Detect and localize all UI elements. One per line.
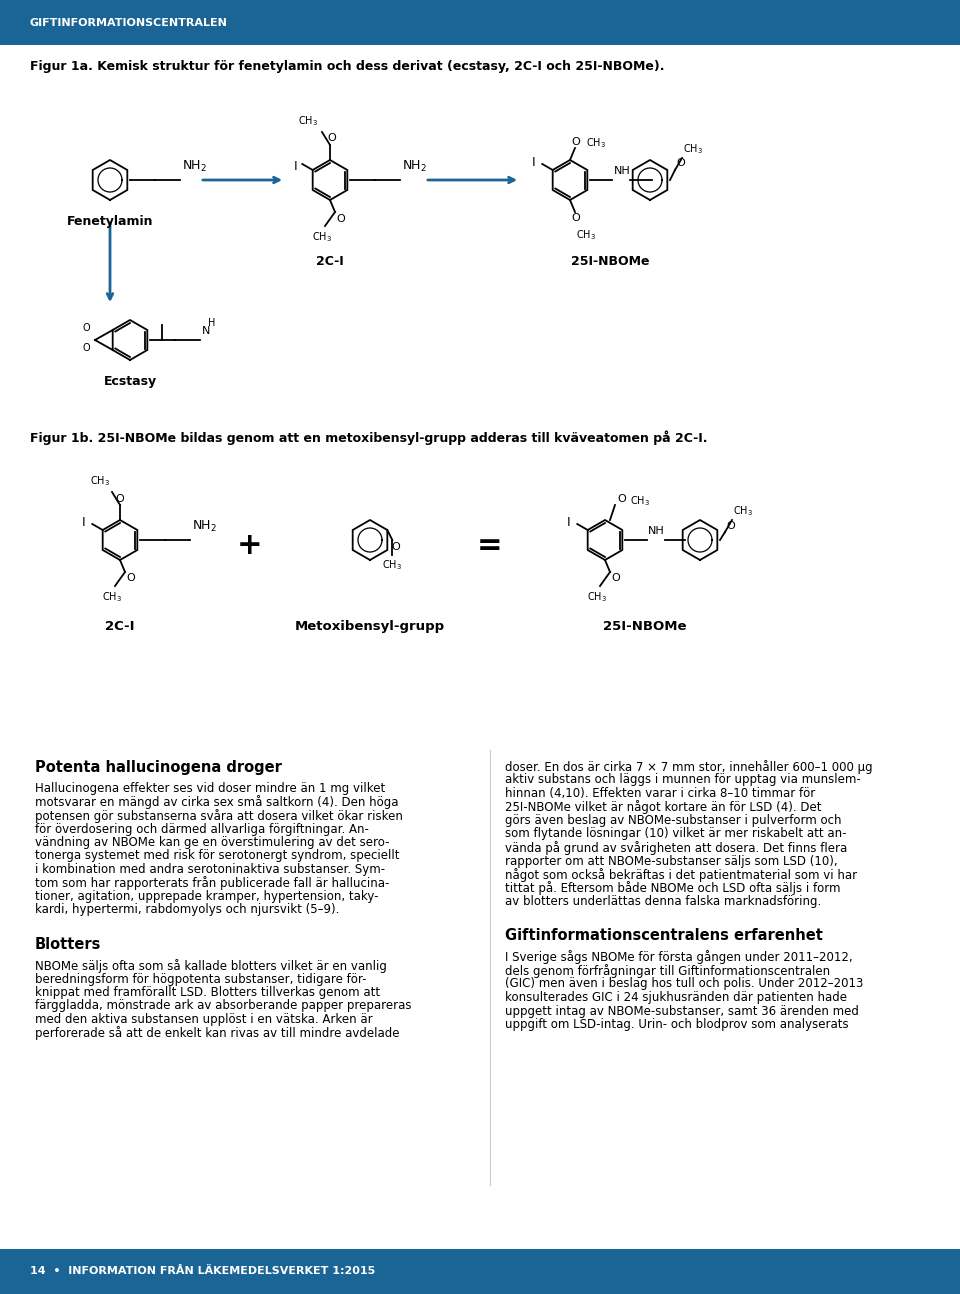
Text: görs även beslag av NBOMe-substanser i pulverform och: görs även beslag av NBOMe-substanser i p… bbox=[505, 814, 842, 827]
Text: 2C-I: 2C-I bbox=[316, 255, 344, 268]
Text: aktiv substans och läggs i munnen för upptag via munslem-: aktiv substans och läggs i munnen för up… bbox=[505, 774, 861, 787]
Text: CH$_3$: CH$_3$ bbox=[312, 230, 332, 243]
Text: beredningsform för högpotenta substanser, tidigare för-: beredningsform för högpotenta substanser… bbox=[35, 973, 367, 986]
Text: O: O bbox=[336, 214, 345, 224]
Text: 2C-I: 2C-I bbox=[106, 620, 134, 633]
Text: H: H bbox=[208, 318, 215, 327]
Text: I: I bbox=[82, 516, 85, 529]
Text: CH$_3$: CH$_3$ bbox=[586, 136, 606, 150]
Text: CH$_3$: CH$_3$ bbox=[587, 590, 607, 604]
Text: färggladda, mönstrade ark av absorberande papper prepareras: färggladda, mönstrade ark av absorberand… bbox=[35, 999, 412, 1012]
Text: GIFTINFORMATIONSCENTRALEN: GIFTINFORMATIONSCENTRALEN bbox=[30, 18, 228, 27]
Text: tittat på. Eftersom både NBOMe och LSD ofta säljs i form: tittat på. Eftersom både NBOMe och LSD o… bbox=[505, 881, 841, 895]
Text: NH: NH bbox=[648, 525, 664, 536]
Text: CH$_3$: CH$_3$ bbox=[382, 558, 402, 572]
Text: perforerade så att de enkelt kan rivas av till mindre avdelade: perforerade så att de enkelt kan rivas a… bbox=[35, 1026, 399, 1040]
Text: I Sverige sågs NBOMe för första gången under 2011–2012,: I Sverige sågs NBOMe för första gången u… bbox=[505, 951, 852, 964]
Text: NH: NH bbox=[614, 166, 631, 176]
Text: O: O bbox=[571, 137, 581, 148]
Text: O: O bbox=[617, 494, 626, 503]
Text: O: O bbox=[83, 324, 90, 333]
Text: kardi, hypertermi, rabdomyolys och njursvikt (5–9).: kardi, hypertermi, rabdomyolys och njurs… bbox=[35, 903, 340, 916]
Text: knippat med framförallt LSD. Blotters tillverkas genom att: knippat med framförallt LSD. Blotters ti… bbox=[35, 986, 380, 999]
Text: vändning av NBOMe kan ge en överstimulering av det sero-: vändning av NBOMe kan ge en överstimuler… bbox=[35, 836, 390, 849]
Text: CH$_3$: CH$_3$ bbox=[298, 114, 318, 128]
Text: potensen gör substanserna svåra att dosera vilket ökar risken: potensen gör substanserna svåra att dose… bbox=[35, 809, 403, 823]
Text: motsvarar en mängd av cirka sex små saltkorn (4). Den höga: motsvarar en mängd av cirka sex små salt… bbox=[35, 796, 398, 810]
Text: doser. En dos är cirka 7 × 7 mm stor, innehåller 600–1 000 μg: doser. En dos är cirka 7 × 7 mm stor, in… bbox=[505, 760, 873, 774]
Text: för överdosering och därmed allvarliga förgiftningar. An-: för överdosering och därmed allvarliga f… bbox=[35, 823, 369, 836]
Text: hinnan (4,10). Effekten varar i cirka 8–10 timmar för: hinnan (4,10). Effekten varar i cirka 8–… bbox=[505, 787, 815, 800]
Text: Figur 1a. Kemisk struktur för fenetylamin och dess derivat (ecstasy, 2C-I och 25: Figur 1a. Kemisk struktur för fenetylami… bbox=[30, 60, 664, 72]
Bar bbox=[0, 0, 960, 45]
Text: rapporter om att NBOMe-substanser säljs som LSD (10),: rapporter om att NBOMe-substanser säljs … bbox=[505, 854, 838, 867]
Text: O: O bbox=[571, 214, 581, 223]
Text: =: = bbox=[477, 531, 503, 559]
Text: CH$_3$: CH$_3$ bbox=[683, 142, 703, 157]
Text: CH$_3$: CH$_3$ bbox=[90, 474, 110, 488]
Text: 25I-NBOMe: 25I-NBOMe bbox=[571, 255, 649, 268]
Text: något som också bekräftas i det patientmaterial som vi har: något som också bekräftas i det patientm… bbox=[505, 868, 857, 883]
Text: vända på grund av svårigheten att dosera. Det finns flera: vända på grund av svårigheten att dosera… bbox=[505, 841, 848, 855]
Text: tom som har rapporterats från publicerade fall är hallucina-: tom som har rapporterats från publicerad… bbox=[35, 876, 390, 890]
Text: Giftinformationscentralens erfarenhet: Giftinformationscentralens erfarenhet bbox=[505, 929, 823, 943]
Text: Potenta hallucinogena droger: Potenta hallucinogena droger bbox=[35, 760, 282, 775]
Text: CH$_3$: CH$_3$ bbox=[733, 505, 753, 518]
Text: med den aktiva substansen upplöst i en vätska. Arken är: med den aktiva substansen upplöst i en v… bbox=[35, 1013, 372, 1026]
Text: O: O bbox=[726, 521, 734, 531]
Text: O: O bbox=[83, 343, 90, 353]
Text: I: I bbox=[532, 157, 536, 170]
Text: uppgett intag av NBOMe-substanser, samt 36 ärenden med: uppgett intag av NBOMe-substanser, samt … bbox=[505, 1004, 859, 1017]
Text: O: O bbox=[115, 494, 125, 503]
Text: Hallucinogena effekter ses vid doser mindre än 1 mg vilket: Hallucinogena effekter ses vid doser min… bbox=[35, 782, 385, 795]
Text: 25I-NBOMe: 25I-NBOMe bbox=[603, 620, 686, 633]
Text: tonerga systemet med risk för serotonergt syndrom, speciellt: tonerga systemet med risk för serotonerg… bbox=[35, 849, 399, 863]
Text: CH$_3$: CH$_3$ bbox=[102, 590, 122, 604]
Text: CH$_3$: CH$_3$ bbox=[630, 494, 650, 509]
Text: I: I bbox=[294, 160, 298, 173]
Text: Figur 1b. 25I-NBOMe bildas genom att en metoxibensyl-grupp adderas till kväveato: Figur 1b. 25I-NBOMe bildas genom att en … bbox=[30, 430, 708, 445]
Text: av blotters underlättas denna falska marknadsföring.: av blotters underlättas denna falska mar… bbox=[505, 895, 821, 908]
Text: NH$_2$: NH$_2$ bbox=[402, 159, 427, 173]
Text: i kombination med andra serotoninaktiva substanser. Sym-: i kombination med andra serotoninaktiva … bbox=[35, 863, 385, 876]
Text: Metoxibensyl-grupp: Metoxibensyl-grupp bbox=[295, 620, 445, 633]
Text: NH$_2$: NH$_2$ bbox=[192, 519, 217, 534]
Text: 25I-NBOMe vilket är något kortare än för LSD (4). Det: 25I-NBOMe vilket är något kortare än för… bbox=[505, 801, 822, 814]
Text: som flytande lösningar (10) vilket är mer riskabelt att an-: som flytande lösningar (10) vilket är me… bbox=[505, 827, 847, 841]
Text: O: O bbox=[676, 158, 684, 168]
Text: O: O bbox=[611, 573, 620, 584]
Text: +: + bbox=[237, 531, 263, 559]
Text: CH$_3$: CH$_3$ bbox=[576, 228, 596, 242]
Text: uppgift om LSD-intag. Urin- och blodprov som analyserats: uppgift om LSD-intag. Urin- och blodprov… bbox=[505, 1018, 849, 1031]
Text: N: N bbox=[202, 326, 210, 336]
Text: dels genom förfrågningar till Giftinformationscentralen: dels genom förfrågningar till Giftinform… bbox=[505, 964, 830, 978]
Text: O: O bbox=[392, 542, 400, 553]
Text: Ecstasy: Ecstasy bbox=[104, 375, 156, 388]
Text: I: I bbox=[567, 516, 570, 529]
Text: NH$_2$: NH$_2$ bbox=[182, 159, 207, 173]
Bar bbox=[0, 1249, 960, 1294]
Text: konsulterades GIC i 24 sjukhusränden där patienten hade: konsulterades GIC i 24 sjukhusränden där… bbox=[505, 991, 847, 1004]
Text: 14  •  INFORMATION FRÅN LÄKEMEDELSVERKET 1:2015: 14 • INFORMATION FRÅN LÄKEMEDELSVERKET 1… bbox=[30, 1267, 375, 1276]
Text: O: O bbox=[327, 133, 336, 144]
Text: tioner, agitation, upprepade kramper, hypertension, taky-: tioner, agitation, upprepade kramper, hy… bbox=[35, 890, 378, 903]
Text: Fenetylamin: Fenetylamin bbox=[67, 215, 154, 228]
Text: Blotters: Blotters bbox=[35, 937, 102, 952]
Text: O: O bbox=[126, 573, 134, 584]
Text: (GIC) men även i beslag hos tull och polis. Under 2012–2013: (GIC) men även i beslag hos tull och pol… bbox=[505, 977, 863, 990]
Text: NBOMe säljs ofta som så kallade blotters vilket är en vanlig: NBOMe säljs ofta som så kallade blotters… bbox=[35, 959, 387, 973]
